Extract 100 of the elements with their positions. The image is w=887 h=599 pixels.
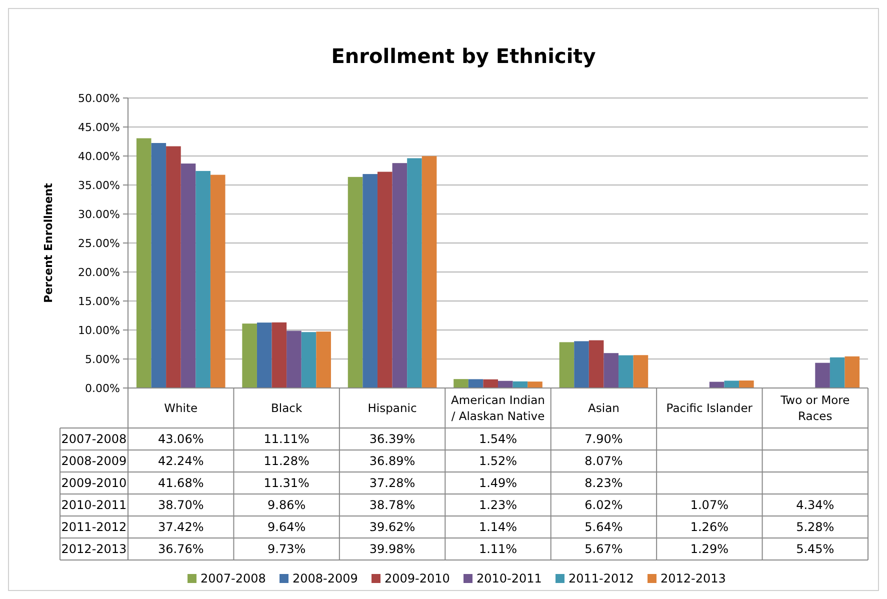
bar xyxy=(166,146,181,388)
x-tick-label: Hispanic xyxy=(368,401,417,415)
text: 2011-2012 xyxy=(61,520,127,534)
x-tick-label: Pacific Islander xyxy=(666,401,753,415)
bar xyxy=(574,341,589,388)
chart-title: Enrollment by Ethnicity xyxy=(331,44,596,68)
x-tick-label: American Indian / Alaskan Native xyxy=(451,393,545,423)
bar xyxy=(316,332,331,388)
y-tick-label: 40.00% xyxy=(78,150,120,163)
y-tick-label: 20.00% xyxy=(78,266,120,279)
text: 2007-2008 xyxy=(61,432,127,446)
data-label: 9.86% xyxy=(268,498,306,512)
data-label: 1.54% xyxy=(478,432,518,446)
bar xyxy=(815,362,830,388)
data-label: 38.70% xyxy=(158,498,204,512)
legend-label: 2007-2008 xyxy=(200,572,266,586)
y-tick-label: 25.00% xyxy=(78,236,120,250)
legend-label: 2011-2012 xyxy=(568,572,634,586)
bar xyxy=(348,176,363,388)
data-label: 1.29% xyxy=(690,542,728,556)
data-label: 36.89% xyxy=(369,454,416,468)
bar xyxy=(196,170,210,388)
data-label: 5.45% xyxy=(796,542,834,556)
y-tick-label: 30.00% xyxy=(78,208,120,221)
bar xyxy=(362,174,378,388)
bar xyxy=(242,324,257,388)
y-tick-label: 50.00% xyxy=(78,92,120,105)
bar xyxy=(633,355,648,388)
data-label: 42.24% xyxy=(158,454,204,468)
bar xyxy=(180,164,196,388)
bar xyxy=(151,143,166,388)
bar xyxy=(256,322,272,388)
data-label: 1.14% xyxy=(478,520,518,534)
x-tick-label: Black xyxy=(271,401,302,415)
data-label: 41.68% xyxy=(158,476,204,490)
bar xyxy=(830,357,845,388)
bar xyxy=(724,380,740,388)
data-label: 9.64% xyxy=(268,520,306,534)
bar xyxy=(210,174,226,388)
bar xyxy=(844,356,860,388)
bar xyxy=(618,355,634,388)
bar xyxy=(468,379,484,388)
bar xyxy=(559,342,574,388)
data-label: 1.26% xyxy=(690,520,728,534)
text: 2009-2010 xyxy=(61,476,127,490)
text: 2010-2011 xyxy=(61,498,127,512)
text: 2012-2013 xyxy=(61,542,127,556)
data-label: 39.62% xyxy=(369,520,416,534)
data-label: 39.98% xyxy=(369,542,416,556)
bar xyxy=(739,380,754,388)
bar xyxy=(528,382,542,388)
data-label: 1.49% xyxy=(478,476,518,490)
text: 2008-2009 xyxy=(61,454,127,468)
data-label: 9.73% xyxy=(268,542,306,556)
y-axis-title: Percent Enrollment xyxy=(42,183,55,303)
y-tick-label: 45.00% xyxy=(78,120,120,134)
data-label: 1.52% xyxy=(478,454,518,468)
bar xyxy=(301,332,316,388)
x-tick-label: Asian xyxy=(588,401,620,415)
data-label: 7.90% xyxy=(584,432,623,446)
data-label: 6.02% xyxy=(584,498,623,512)
x-tick-label: White xyxy=(164,401,198,415)
bar xyxy=(377,172,392,388)
bar xyxy=(483,379,498,388)
bar xyxy=(286,330,302,388)
data-label: 11.11% xyxy=(264,432,310,446)
data-label: 8.07% xyxy=(584,454,623,468)
bar xyxy=(136,138,152,388)
x-tick-label: Two or More Races xyxy=(780,393,850,423)
legend-label: 2008-2009 xyxy=(292,572,358,586)
y-tick-label: 5.00% xyxy=(85,352,120,366)
bar xyxy=(454,379,468,388)
data-label: 4.34% xyxy=(796,498,834,512)
data-label: 36.76% xyxy=(158,542,204,556)
data-label: 5.67% xyxy=(584,542,623,556)
data-label: 37.28% xyxy=(369,476,416,490)
legend-label: 2012-2013 xyxy=(660,572,726,586)
y-tick-label: 15.00% xyxy=(78,294,120,308)
bar xyxy=(604,353,619,388)
data-label: 1.23% xyxy=(478,498,518,512)
bar xyxy=(422,156,437,388)
data-label: 37.42% xyxy=(158,520,204,534)
y-tick-label: 0.00% xyxy=(85,382,120,395)
data-label: 8.23% xyxy=(584,476,623,490)
data-label: 1.07% xyxy=(690,498,728,512)
y-tick-label: 10.00% xyxy=(78,324,120,337)
data-label: 1.11% xyxy=(478,542,518,556)
data-label: 36.39% xyxy=(369,432,416,446)
data-label: 5.28% xyxy=(796,520,834,534)
bar xyxy=(272,322,287,388)
y-tick-label: 35.00% xyxy=(78,178,120,192)
data-label: 5.64% xyxy=(584,520,623,534)
data-label: 11.31% xyxy=(264,476,310,490)
data-label: 11.28% xyxy=(264,454,310,468)
legend-label: 2010-2011 xyxy=(476,572,542,586)
legend-label: 2009-2010 xyxy=(384,572,450,586)
bar xyxy=(588,340,604,388)
bar xyxy=(498,380,513,388)
data-label: 43.06% xyxy=(158,432,204,446)
data-label: 38.78% xyxy=(369,498,416,512)
